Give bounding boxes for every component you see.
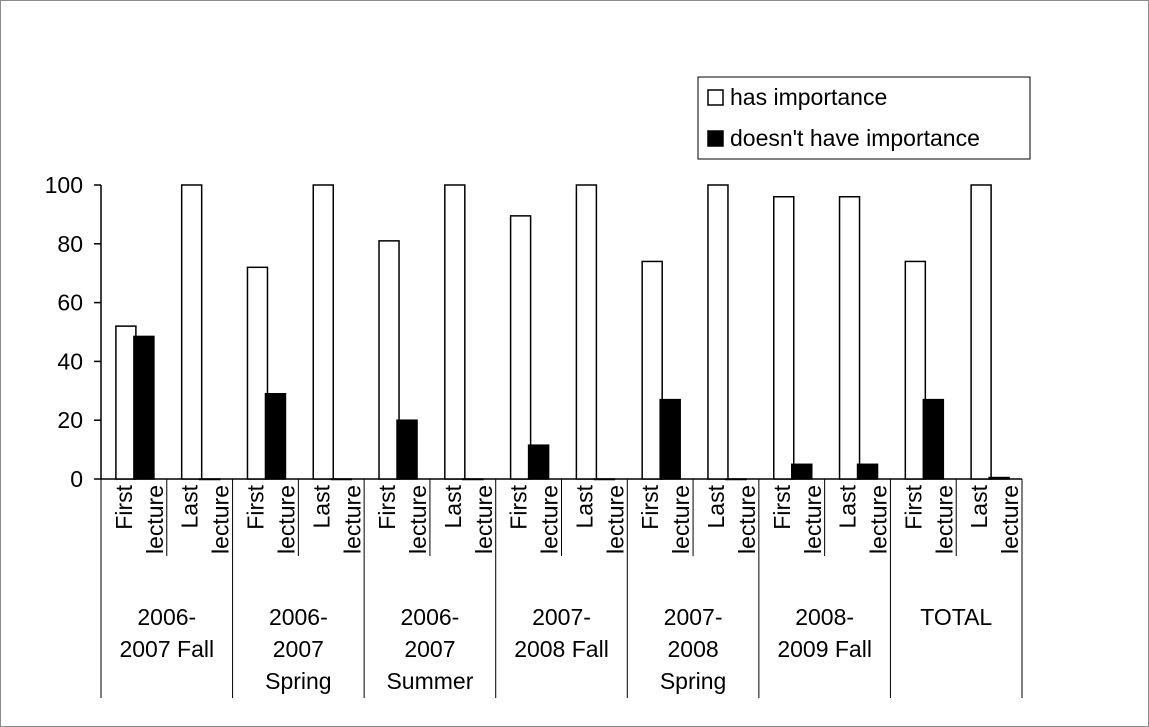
- y-tick-label: 0: [70, 466, 83, 492]
- bar-has-importance: [707, 184, 729, 480]
- bar-doesnt-have-importance: [791, 463, 813, 480]
- bar-has-importance: [575, 184, 598, 480]
- x-subcategory-label: lecture: [997, 485, 1023, 554]
- bar-has-importance: [180, 184, 203, 480]
- x-group-label: 2006-: [401, 604, 460, 630]
- bar-doesnt-have-importance: [593, 478, 616, 481]
- bar-has-importance: [115, 325, 137, 480]
- x-subcategory-label: lecture: [142, 485, 168, 554]
- x-subcategory-label: lecture: [668, 485, 694, 554]
- x-subcategory-label: First: [506, 484, 532, 529]
- x-subcategory-label: First: [374, 484, 400, 529]
- bar-doesnt-have-importance: [396, 419, 418, 480]
- x-group-label: 2007-: [532, 604, 591, 630]
- bar-has-importance: [641, 260, 663, 480]
- legend-box: [697, 76, 1031, 160]
- bar-doesnt-have-importance: [330, 478, 352, 481]
- bar-doesnt-have-importance: [198, 478, 221, 481]
- x-group-label: 2007-: [664, 604, 723, 630]
- x-group-label: 2007: [273, 636, 324, 662]
- x-subcategory-label: lecture: [208, 485, 234, 554]
- legend-label-doesnt-have-importance: doesn't have importance: [730, 125, 980, 151]
- bar-doesnt-have-importance: [264, 392, 287, 480]
- x-subcategory-label: lecture: [273, 485, 299, 554]
- y-tick-label: 80: [57, 231, 83, 257]
- bar-has-importance: [246, 266, 269, 480]
- y-tick-label: 40: [57, 348, 83, 374]
- bar-doesnt-have-importance: [659, 398, 681, 480]
- x-subcategory-label: First: [900, 484, 926, 529]
- bar-has-importance: [312, 184, 334, 480]
- bar-doesnt-have-importance: [462, 478, 484, 481]
- bar-has-importance: [904, 260, 927, 480]
- x-group-label: TOTAL: [920, 604, 992, 630]
- bar-doesnt-have-importance: [988, 476, 1010, 480]
- x-group-label: 2009 Fall: [777, 636, 872, 662]
- x-group-label: Spring: [265, 668, 331, 694]
- x-subcategory-label: Last: [571, 484, 597, 528]
- y-tick-label: 60: [57, 290, 83, 316]
- x-subcategory-label: First: [111, 484, 137, 529]
- x-subcategory-label: Last: [177, 484, 203, 528]
- legend-swatch-has-importance: [707, 89, 724, 106]
- x-group-label: Spring: [660, 668, 726, 694]
- bar-doesnt-have-importance: [527, 444, 550, 480]
- x-group-label: 2008 Fall: [514, 636, 609, 662]
- x-subcategory-label: lecture: [405, 485, 431, 554]
- x-group-label: 2007: [404, 636, 455, 662]
- x-subcategory-label: First: [637, 484, 663, 529]
- x-subcategory-label: Last: [703, 484, 729, 528]
- x-subcategory-label: lecture: [800, 485, 826, 554]
- bar-has-importance: [378, 240, 400, 480]
- x-subcategory-label: lecture: [931, 485, 957, 554]
- x-group-label: 2007 Fall: [119, 636, 214, 662]
- x-group-label: 2006-: [269, 604, 328, 630]
- x-subcategory-label: First: [769, 484, 795, 529]
- x-subcategory-label: lecture: [602, 485, 628, 554]
- x-subcategory-label: Last: [966, 484, 992, 528]
- x-subcategory-label: lecture: [471, 485, 497, 554]
- x-subcategory-label: Last: [835, 484, 861, 528]
- bar-doesnt-have-importance: [856, 463, 879, 480]
- x-subcategory-label: Last: [308, 484, 334, 528]
- x-subcategory-label: First: [242, 484, 268, 529]
- legend: has importance doesn't have importance: [697, 76, 1031, 160]
- bar-has-importance: [773, 196, 795, 480]
- bar-has-importance: [444, 184, 466, 480]
- bar-has-importance: [838, 196, 861, 480]
- y-tick-label: 100: [45, 172, 83, 198]
- x-subcategory-label: lecture: [537, 485, 563, 554]
- x-group-label: 2008: [667, 636, 718, 662]
- x-subcategory-label: lecture: [339, 485, 365, 554]
- bar-has-importance: [509, 215, 532, 480]
- x-group-label: 2008-: [795, 604, 854, 630]
- x-group-label: Summer: [386, 668, 473, 694]
- legend-swatch-doesnt-have-importance: [707, 130, 724, 147]
- x-subcategory-label: lecture: [734, 485, 760, 554]
- y-tick-label: 20: [57, 407, 83, 433]
- x-subcategory-label: Last: [440, 484, 466, 528]
- x-subcategory-label: lecture: [866, 485, 892, 554]
- bar-doesnt-have-importance: [725, 478, 747, 481]
- bar-has-importance: [970, 184, 992, 480]
- x-group-label: 2006-: [137, 604, 196, 630]
- bar-doesnt-have-importance: [922, 398, 945, 480]
- legend-label-has-importance: has importance: [730, 84, 887, 110]
- bar-doesnt-have-importance: [133, 335, 155, 480]
